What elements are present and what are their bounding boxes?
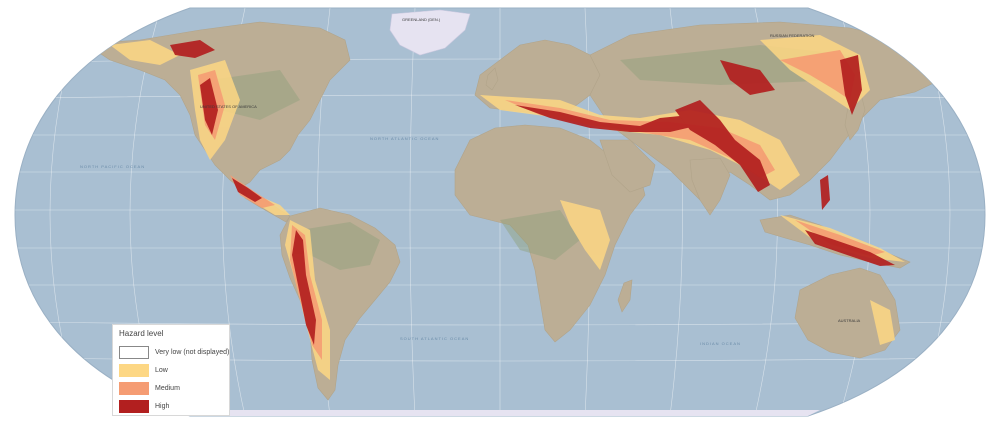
usa-label: UNITED STATES OF AMERICA xyxy=(200,104,257,109)
south-atlantic-label: SOUTH ATLANTIC OCEAN xyxy=(400,336,469,341)
map-labels: GREENLAND (DEN.) UNITED STATES OF AMERIC… xyxy=(80,17,861,346)
legend-item-low: Low xyxy=(119,361,223,379)
legend-swatch-very-low xyxy=(119,345,149,359)
legend-label-very-low: Very low (not displayed) xyxy=(155,348,230,356)
greenland-label: GREENLAND (DEN.) xyxy=(402,17,441,22)
legend-item-medium: Medium xyxy=(119,379,223,397)
legend-title: Hazard level xyxy=(119,329,164,338)
africa xyxy=(454,124,646,343)
antarctica xyxy=(180,410,820,416)
legend-swatch-high xyxy=(119,399,149,413)
legend-label-high: High xyxy=(155,402,170,410)
legend-label-low: Low xyxy=(155,366,168,374)
russia-label: RUSSIAN FEDERATION xyxy=(770,33,814,38)
north-pacific-label: NORTH PACIFIC OCEAN xyxy=(80,164,145,169)
british-isles xyxy=(485,67,499,91)
legend-item-very-low: Very low (not displayed) xyxy=(119,343,229,361)
greenland xyxy=(389,9,471,56)
indian-ocean-label: INDIAN OCEAN xyxy=(700,341,741,346)
legend-item-high: High xyxy=(119,397,223,415)
north-atlantic-label: NORTH ATLANTIC OCEAN xyxy=(370,136,439,141)
arabian-peninsula xyxy=(599,139,656,193)
india xyxy=(689,157,731,216)
madagascar xyxy=(617,279,633,313)
australia-label: AUSTRALIA xyxy=(838,318,861,323)
legend-label-medium: Medium xyxy=(155,384,180,392)
legend-swatch-medium xyxy=(119,381,149,395)
legend-swatch-low xyxy=(119,363,149,377)
hazard-legend: Hazard level Very low (not displayed) Lo… xyxy=(112,324,230,416)
